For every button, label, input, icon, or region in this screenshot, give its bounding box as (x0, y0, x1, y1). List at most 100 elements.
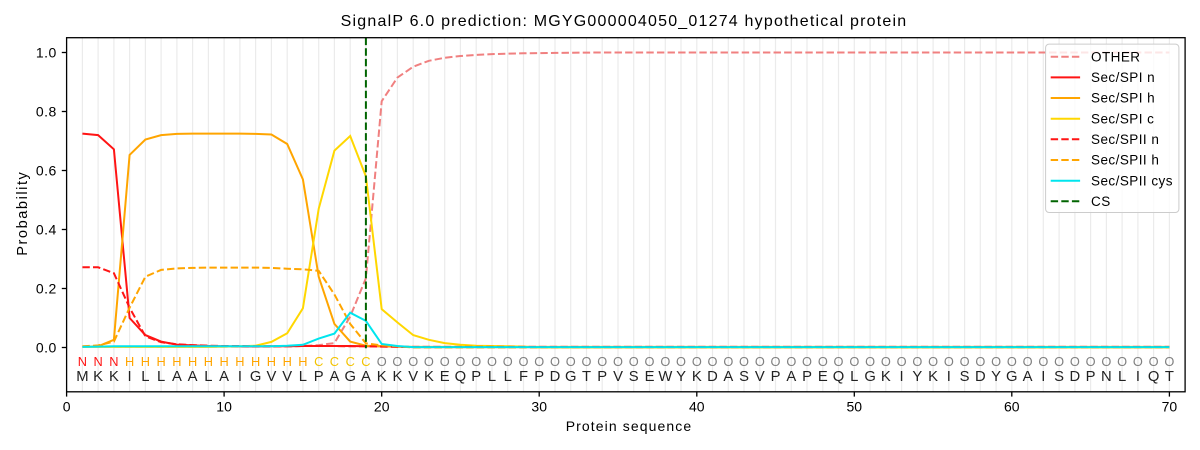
svg-text:A: A (188, 369, 198, 385)
svg-text:L: L (850, 369, 858, 385)
svg-text:L: L (141, 369, 149, 385)
svg-text:40: 40 (689, 399, 705, 415)
svg-text:O: O (1117, 354, 1127, 369)
svg-text:I: I (1136, 369, 1140, 385)
svg-text:O: O (613, 354, 623, 369)
svg-text:O: O (818, 354, 828, 369)
svg-text:L: L (204, 369, 212, 385)
svg-text:H: H (251, 354, 260, 369)
svg-text:O: O (566, 354, 576, 369)
svg-text:I: I (900, 369, 904, 385)
svg-text:OTHER: OTHER (1091, 49, 1141, 64)
svg-text:K: K (377, 369, 387, 385)
svg-text:50: 50 (847, 399, 863, 415)
svg-text:A: A (219, 369, 229, 385)
svg-text:C: C (361, 354, 370, 369)
svg-text:O: O (944, 354, 954, 369)
svg-text:O: O (487, 354, 497, 369)
svg-text:L: L (1118, 369, 1126, 385)
svg-text:K: K (881, 369, 891, 385)
svg-text:V: V (282, 369, 292, 385)
svg-text:0.8: 0.8 (36, 103, 57, 119)
svg-text:I: I (238, 369, 242, 385)
svg-text:O: O (408, 354, 418, 369)
svg-text:E: E (440, 369, 450, 385)
svg-text:K: K (424, 369, 434, 385)
svg-text:V: V (266, 369, 276, 385)
svg-text:S: S (1054, 369, 1064, 385)
svg-text:O: O (471, 354, 481, 369)
svg-text:H: H (156, 354, 165, 369)
svg-text:H: H (235, 354, 244, 369)
svg-text:K: K (928, 369, 938, 385)
svg-text:H: H (219, 354, 228, 369)
svg-text:H: H (267, 354, 276, 369)
svg-text:0.0: 0.0 (36, 339, 57, 355)
svg-text:K: K (109, 369, 119, 385)
svg-text:O: O (865, 354, 875, 369)
svg-text:CS: CS (1091, 194, 1111, 209)
svg-text:G: G (864, 369, 876, 385)
svg-text:O: O (723, 354, 733, 369)
svg-text:A: A (329, 369, 339, 385)
svg-text:Q: Q (455, 369, 467, 385)
svg-text:H: H (172, 354, 181, 369)
svg-text:L: L (299, 369, 307, 385)
svg-text:60: 60 (1004, 399, 1020, 415)
svg-text:O: O (1007, 354, 1017, 369)
svg-text:P: P (314, 369, 324, 385)
svg-text:P: P (1086, 369, 1096, 385)
svg-text:N: N (93, 354, 102, 369)
svg-text:K: K (692, 369, 702, 385)
svg-text:O: O (1023, 354, 1033, 369)
svg-text:S: S (739, 369, 749, 385)
svg-text:O: O (960, 354, 970, 369)
svg-text:N: N (78, 354, 87, 369)
svg-text:O: O (503, 354, 513, 369)
svg-text:A: A (172, 369, 182, 385)
svg-text:O: O (597, 354, 607, 369)
svg-text:O: O (1038, 354, 1048, 369)
svg-text:G: G (250, 369, 262, 385)
svg-text:O: O (912, 354, 922, 369)
svg-text:1.0: 1.0 (36, 44, 57, 60)
svg-text:O: O (424, 354, 434, 369)
svg-text:T: T (1165, 369, 1174, 385)
svg-text:M: M (76, 369, 88, 385)
svg-text:Q: Q (833, 369, 845, 385)
svg-text:A: A (1023, 369, 1033, 385)
svg-text:O: O (392, 354, 402, 369)
svg-text:O: O (1086, 354, 1096, 369)
svg-text:D: D (707, 369, 718, 385)
svg-text:L: L (504, 369, 512, 385)
svg-text:Y: Y (912, 369, 922, 385)
svg-text:O: O (519, 354, 529, 369)
svg-text:SignalP 6.0 prediction: MGYG00: SignalP 6.0 prediction: MGYG000004050_01… (341, 13, 908, 30)
svg-text:70: 70 (1162, 399, 1178, 415)
svg-text:O: O (550, 354, 560, 369)
svg-text:Y: Y (676, 369, 686, 385)
svg-text:Sec/SPI n: Sec/SPI n (1091, 70, 1155, 85)
svg-text:H: H (125, 354, 134, 369)
svg-text:O: O (739, 354, 749, 369)
svg-text:O: O (692, 354, 702, 369)
svg-text:H: H (283, 354, 292, 369)
svg-text:Sec/SPII cys: Sec/SPII cys (1091, 173, 1173, 188)
svg-text:O: O (582, 354, 592, 369)
svg-text:O: O (928, 354, 938, 369)
svg-text:F: F (519, 369, 528, 385)
svg-text:G: G (1006, 369, 1018, 385)
svg-text:S: S (629, 369, 639, 385)
svg-text:V: V (408, 369, 418, 385)
svg-text:0: 0 (63, 399, 71, 415)
svg-text:O: O (1149, 354, 1159, 369)
svg-text:O: O (1133, 354, 1143, 369)
svg-text:Y: Y (991, 369, 1001, 385)
svg-text:I: I (128, 369, 132, 385)
svg-text:E: E (645, 369, 655, 385)
svg-text:N: N (109, 354, 118, 369)
svg-text:O: O (897, 354, 907, 369)
svg-text:A: A (786, 369, 796, 385)
svg-text:H: H (204, 354, 213, 369)
svg-text:P: P (471, 369, 481, 385)
